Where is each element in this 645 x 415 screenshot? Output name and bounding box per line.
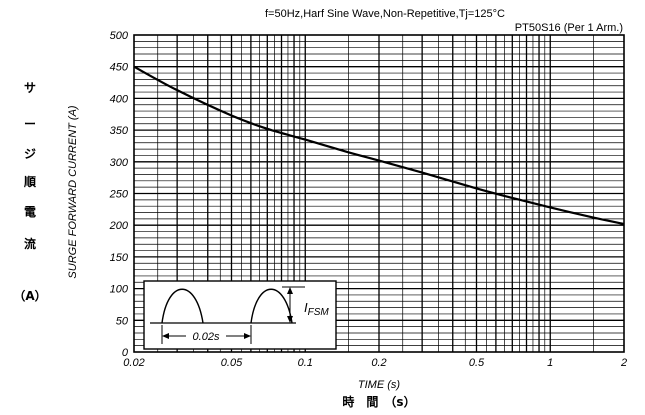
inset-current-arrowhead-down [287,316,293,323]
y-tick-label: 50 [116,315,129,327]
chart-subtitle: PT50S16 (Per 1 Arm.) [515,22,623,34]
x-axis-label-jp: 時 間 （s） [342,394,415,409]
y-tick-label: 150 [110,252,129,264]
y-axis-label-jp-char: 順 [23,174,37,189]
waveform-inset: IFSM 0.02s [143,280,337,350]
y-tick-label: 500 [110,30,129,42]
y-tick-label: 100 [110,284,129,296]
y-tick-label: 0 [122,347,129,359]
x-axis-label: TIME (s) [358,379,400,391]
y-tick-label: 350 [110,125,129,137]
y-tick-label: 450 [110,62,129,74]
inset-half-sine-2 [250,288,293,324]
chart-title: f=50Hz,Harf Sine Wave,Non-Repetitive,Tj=… [265,8,505,20]
inset-period-label: 0.02s [193,331,220,343]
y-axis-label-jp-char: ー [24,117,36,131]
y-axis-ticks: 0 50 100 150 200 250 300 350 400 450 500 [109,30,129,359]
major-grid [134,35,624,352]
inset-box [143,280,337,350]
y-tick-label: 250 [109,189,129,201]
x-tick-label: 0.05 [221,357,243,369]
y-axis-label-jp-char: 電 [24,205,36,219]
x-tick-label: 2 [620,357,627,369]
inset-current-symbol: I [304,300,308,315]
y-axis-label-jp-char: 流 [24,236,36,251]
x-tick-label: 0.5 [469,357,485,369]
inset-current-label: IFSM [304,300,329,318]
plot-frame [133,34,625,353]
x-tick-label: 1 [547,357,553,369]
inset-period-arrowhead-right [244,333,251,339]
x-axis-ticks: 0.02 0.05 0.1 0.2 0.5 1 2 [123,357,627,369]
x-tick-label: 0.02 [123,357,144,369]
x-tick-label: 0.2 [371,357,386,369]
x-tick-label: 0.1 [298,357,313,369]
y-axis-label-jp-char: （A） [13,288,46,303]
y-tick-label: 200 [109,220,129,232]
inset-period-arrowhead-left [162,333,169,339]
surge-current-series-line [133,65,625,226]
y-axis-label-jp-char: ジ [24,147,36,161]
y-axis-label: SURGE FORWARD CURRENT (A) [67,105,79,278]
y-axis-label-jp-char: サ [24,81,36,95]
inset-current-subscript: FSM [308,307,330,318]
y-tick-label: 300 [110,157,129,169]
inset-current-arrowhead-up [287,287,293,294]
inset-half-sine-1 [161,288,204,324]
y-tick-label: 400 [110,93,129,105]
